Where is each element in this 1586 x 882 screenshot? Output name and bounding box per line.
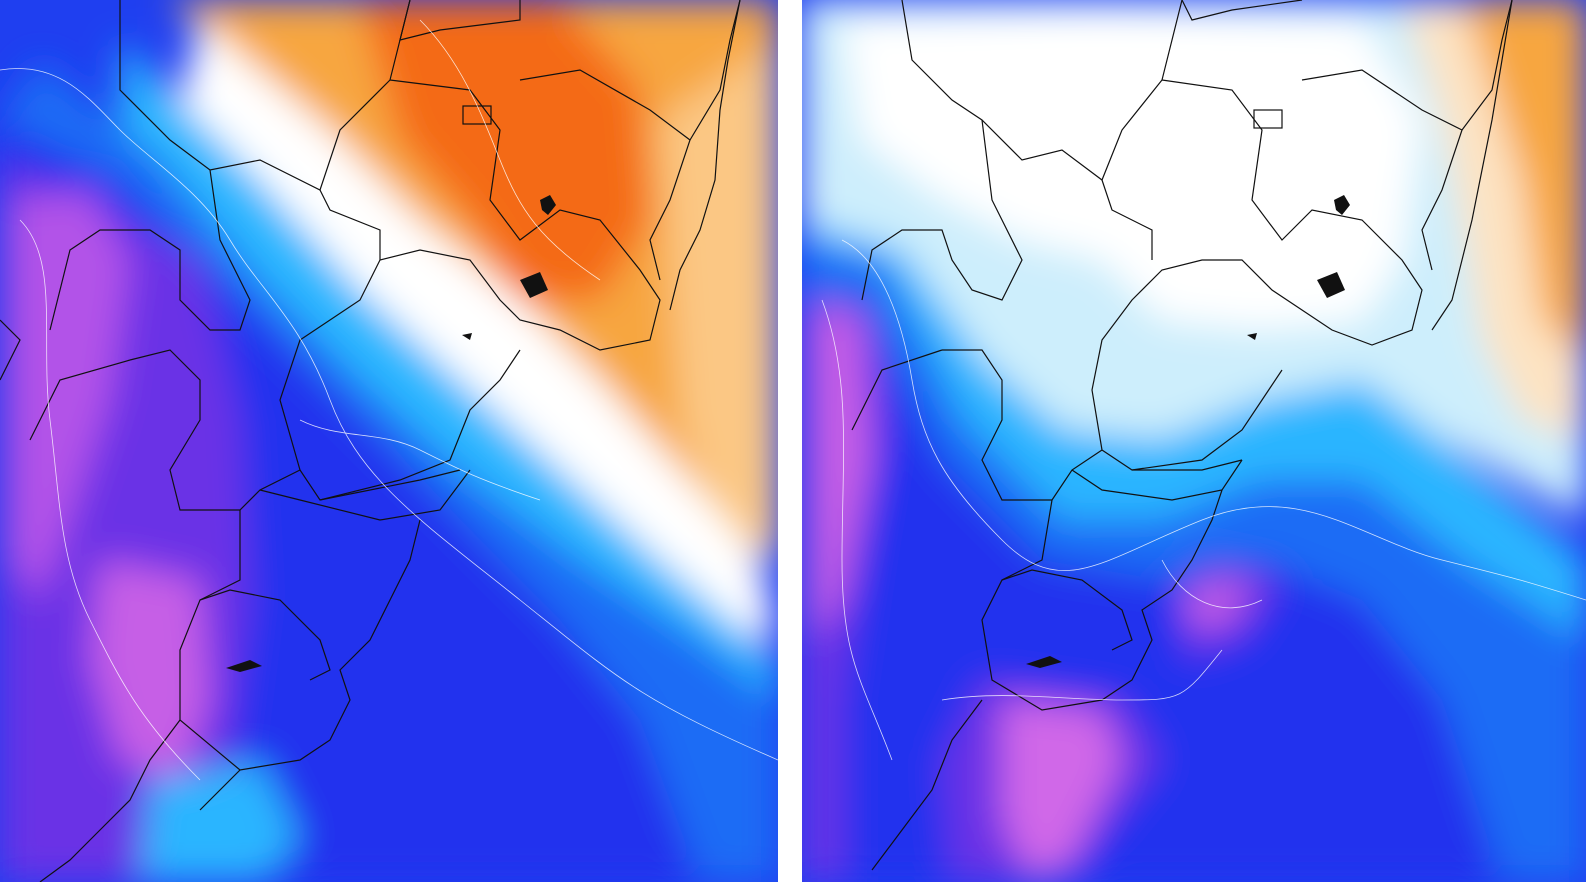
lakes-left xyxy=(226,195,556,672)
lakes-right xyxy=(1026,195,1350,668)
temperature-anomaly-map-left xyxy=(0,0,778,882)
anomaly-field-right xyxy=(802,0,1586,882)
map-canvas-left xyxy=(0,0,778,882)
anomaly-field-left xyxy=(0,0,778,882)
map-canvas-right xyxy=(802,0,1586,882)
political-boundaries-left xyxy=(0,0,741,882)
district-box-right xyxy=(1253,109,1283,129)
political-boundaries-right xyxy=(851,0,1513,871)
contour-lines-left xyxy=(0,19,778,781)
panel-divider xyxy=(778,0,802,882)
temperature-anomaly-map-right xyxy=(802,0,1586,882)
contour-lines-right xyxy=(821,239,1586,761)
